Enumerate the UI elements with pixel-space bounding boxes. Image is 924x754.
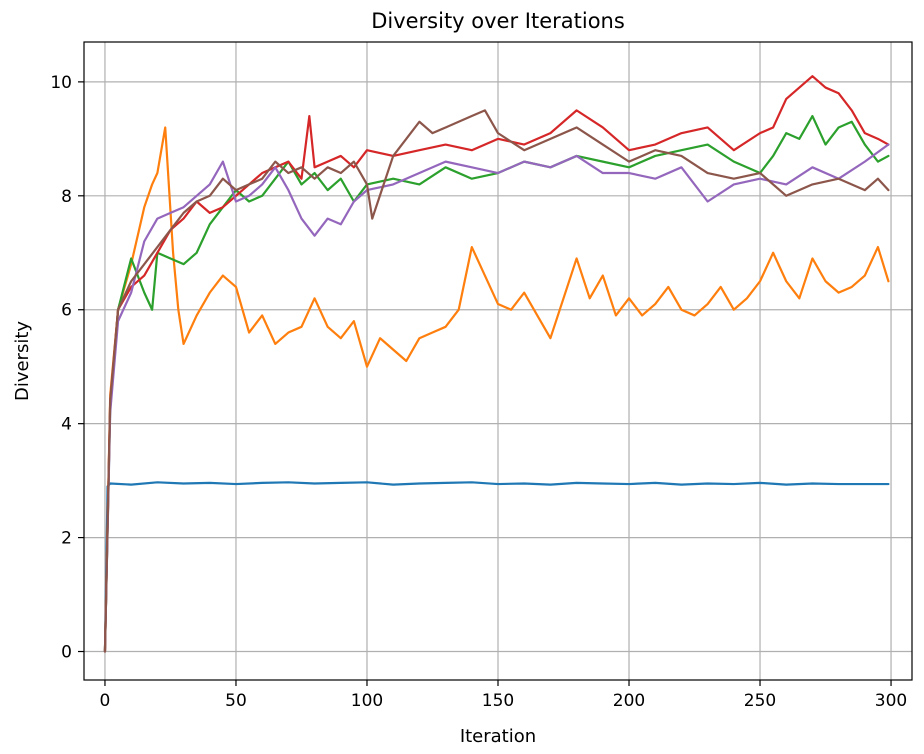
series-line-2: [103, 126, 890, 653]
x-tick-label: 50: [225, 691, 247, 711]
series-layer: [103, 75, 890, 653]
y-tick-label: 4: [61, 415, 72, 435]
y-tick-label: 0: [61, 643, 72, 663]
x-tick-label: 100: [351, 691, 383, 711]
series-line-3: [103, 114, 890, 653]
y-tick-label: 8: [61, 187, 72, 207]
grid: [84, 42, 912, 680]
x-tick-label: 0: [100, 691, 111, 711]
y-tick-label: 10: [50, 73, 72, 93]
series-line-1: [103, 481, 890, 653]
y-tick-label: 2: [61, 529, 72, 549]
x-tick-label: 150: [482, 691, 514, 711]
x-tick-label: 250: [744, 691, 776, 711]
x-axis-label: Iteration: [460, 726, 536, 747]
y-axis-label: Diversity: [12, 321, 33, 401]
chart-title: Diversity over Iterations: [371, 9, 625, 33]
ticks: 0 50 100 150 200 250 300 0 2 4 6 8 10: [50, 73, 907, 711]
y-tick-label: 6: [61, 301, 72, 321]
x-tick-label: 300: [875, 691, 907, 711]
series-line-5: [103, 143, 890, 653]
series-line-6: [103, 109, 890, 653]
x-tick-label: 200: [613, 691, 645, 711]
